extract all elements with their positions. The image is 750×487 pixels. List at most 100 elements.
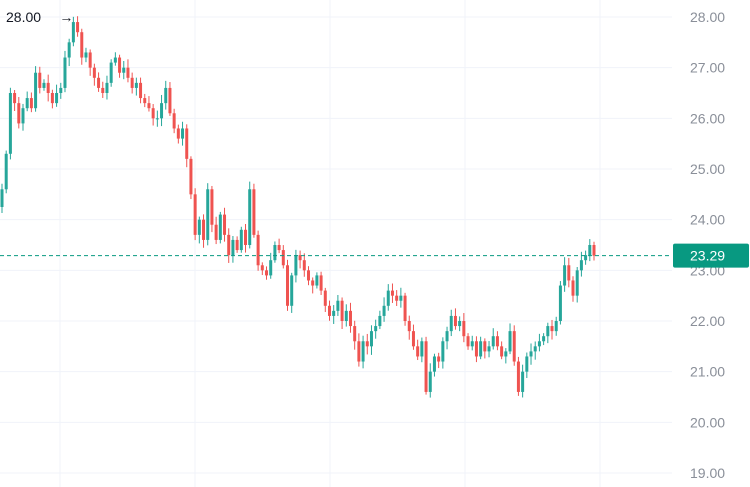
candle-body-down <box>327 305 331 316</box>
candle-body-up <box>55 93 59 104</box>
candle-body-up <box>529 351 533 357</box>
candle-body-down <box>311 280 315 286</box>
candle-body-up <box>206 189 210 240</box>
candle-body-up <box>231 239 235 256</box>
candle-body-down <box>101 87 105 93</box>
candle-body-down <box>424 341 428 392</box>
candle-body-up <box>487 346 491 352</box>
y-tick-label: 24.00 <box>690 212 725 228</box>
candle-body-down <box>592 245 596 256</box>
candle-body-down <box>244 229 248 245</box>
candle-body-up <box>294 255 298 276</box>
candle-body-down <box>395 295 399 301</box>
candle-body-up <box>470 341 474 347</box>
candle-body-up <box>361 341 365 362</box>
candle-body-down <box>126 67 130 78</box>
candle-body-up <box>269 260 273 276</box>
candle-body-down <box>223 214 227 235</box>
candle-body-up <box>575 270 579 296</box>
candle-body-down <box>340 300 344 321</box>
candle-body-down <box>466 336 470 347</box>
candle-body-up <box>558 285 562 321</box>
grid-layer <box>0 0 672 487</box>
candle-body-up <box>441 341 445 362</box>
candle-body-down <box>437 356 441 362</box>
candle-body-up <box>181 128 185 139</box>
candle-body-down <box>281 250 285 266</box>
candle-body-down <box>277 245 281 251</box>
candle-body-down <box>172 113 176 129</box>
candle-body-up <box>458 321 462 327</box>
candle-body-down <box>17 103 21 124</box>
candle-body-down <box>512 331 516 362</box>
candle-body-up <box>4 153 8 190</box>
candle-body-down <box>227 234 231 256</box>
candle-body-down <box>92 67 96 78</box>
candle-body-up <box>63 57 67 88</box>
candle-body-down <box>130 77 134 88</box>
candle-body-down <box>500 346 504 357</box>
candle-body-down <box>390 290 394 296</box>
candle-body-up <box>25 98 29 109</box>
candle-body-down <box>265 270 269 276</box>
candle-body-up <box>134 82 138 88</box>
candle-body-down <box>323 290 327 306</box>
candle-body-down <box>38 72 42 88</box>
y-tick-label: 28.00 <box>690 9 725 25</box>
candle-body-up <box>8 93 12 154</box>
candle-body-down <box>97 77 101 88</box>
candle-body-up <box>239 229 243 251</box>
candle-body-up <box>67 42 71 58</box>
candle-body-down <box>365 341 369 347</box>
candle-body-up <box>109 62 113 83</box>
candle-body-down <box>168 87 172 114</box>
candle-body-up <box>533 346 537 352</box>
arrow-right-icon: → <box>59 9 73 25</box>
candle-body-down <box>416 346 420 357</box>
last-price-badge: 23.29 <box>673 243 749 268</box>
candle-body-down <box>143 98 147 104</box>
candle-body-down <box>571 280 575 296</box>
y-tick-label: 19.00 <box>690 465 725 481</box>
candle-body-down <box>189 158 193 195</box>
candle-body-down <box>286 265 290 306</box>
y-tick-label: 25.00 <box>690 161 725 177</box>
candle-body-down <box>76 22 80 33</box>
candle-body-up <box>546 326 550 337</box>
last-price-label: 23.29 <box>690 248 725 264</box>
candle-body-up <box>0 189 4 207</box>
candle-body-up <box>160 103 164 119</box>
candle-body-up <box>105 82 109 93</box>
candle-body-down <box>139 82 143 99</box>
candle-body-up <box>248 189 252 245</box>
candle-body-up <box>432 356 436 372</box>
candle-body-down <box>252 189 256 235</box>
candle-body-up <box>164 87 168 104</box>
candle-body-down <box>88 52 92 68</box>
candle-body-down <box>306 270 310 281</box>
candle-body-down <box>407 321 411 332</box>
candle-body-up <box>445 331 449 342</box>
candle-body-up <box>59 87 63 93</box>
candle-body-down <box>46 82 50 93</box>
candle-body-down <box>80 32 84 58</box>
candle-body-up <box>122 67 126 73</box>
candle-body-up <box>428 371 432 392</box>
candle-body-down <box>348 310 352 327</box>
candle-body-up <box>491 336 495 347</box>
candle-body-down <box>353 326 357 342</box>
candle-body-up <box>374 326 378 332</box>
candle-body-up <box>378 315 382 327</box>
candle-body-down <box>483 341 487 352</box>
candle-body-up <box>554 321 558 332</box>
candle-body-up <box>332 310 336 316</box>
y-tick-label: 27.00 <box>690 60 725 76</box>
candle-body-down <box>298 255 302 261</box>
candle-body-down <box>235 239 239 251</box>
candle-body-up <box>197 219 201 235</box>
candle-body-down <box>29 98 33 109</box>
candle-body-up <box>479 341 483 357</box>
candles-layer <box>0 16 596 398</box>
candle-body-up <box>34 72 38 109</box>
